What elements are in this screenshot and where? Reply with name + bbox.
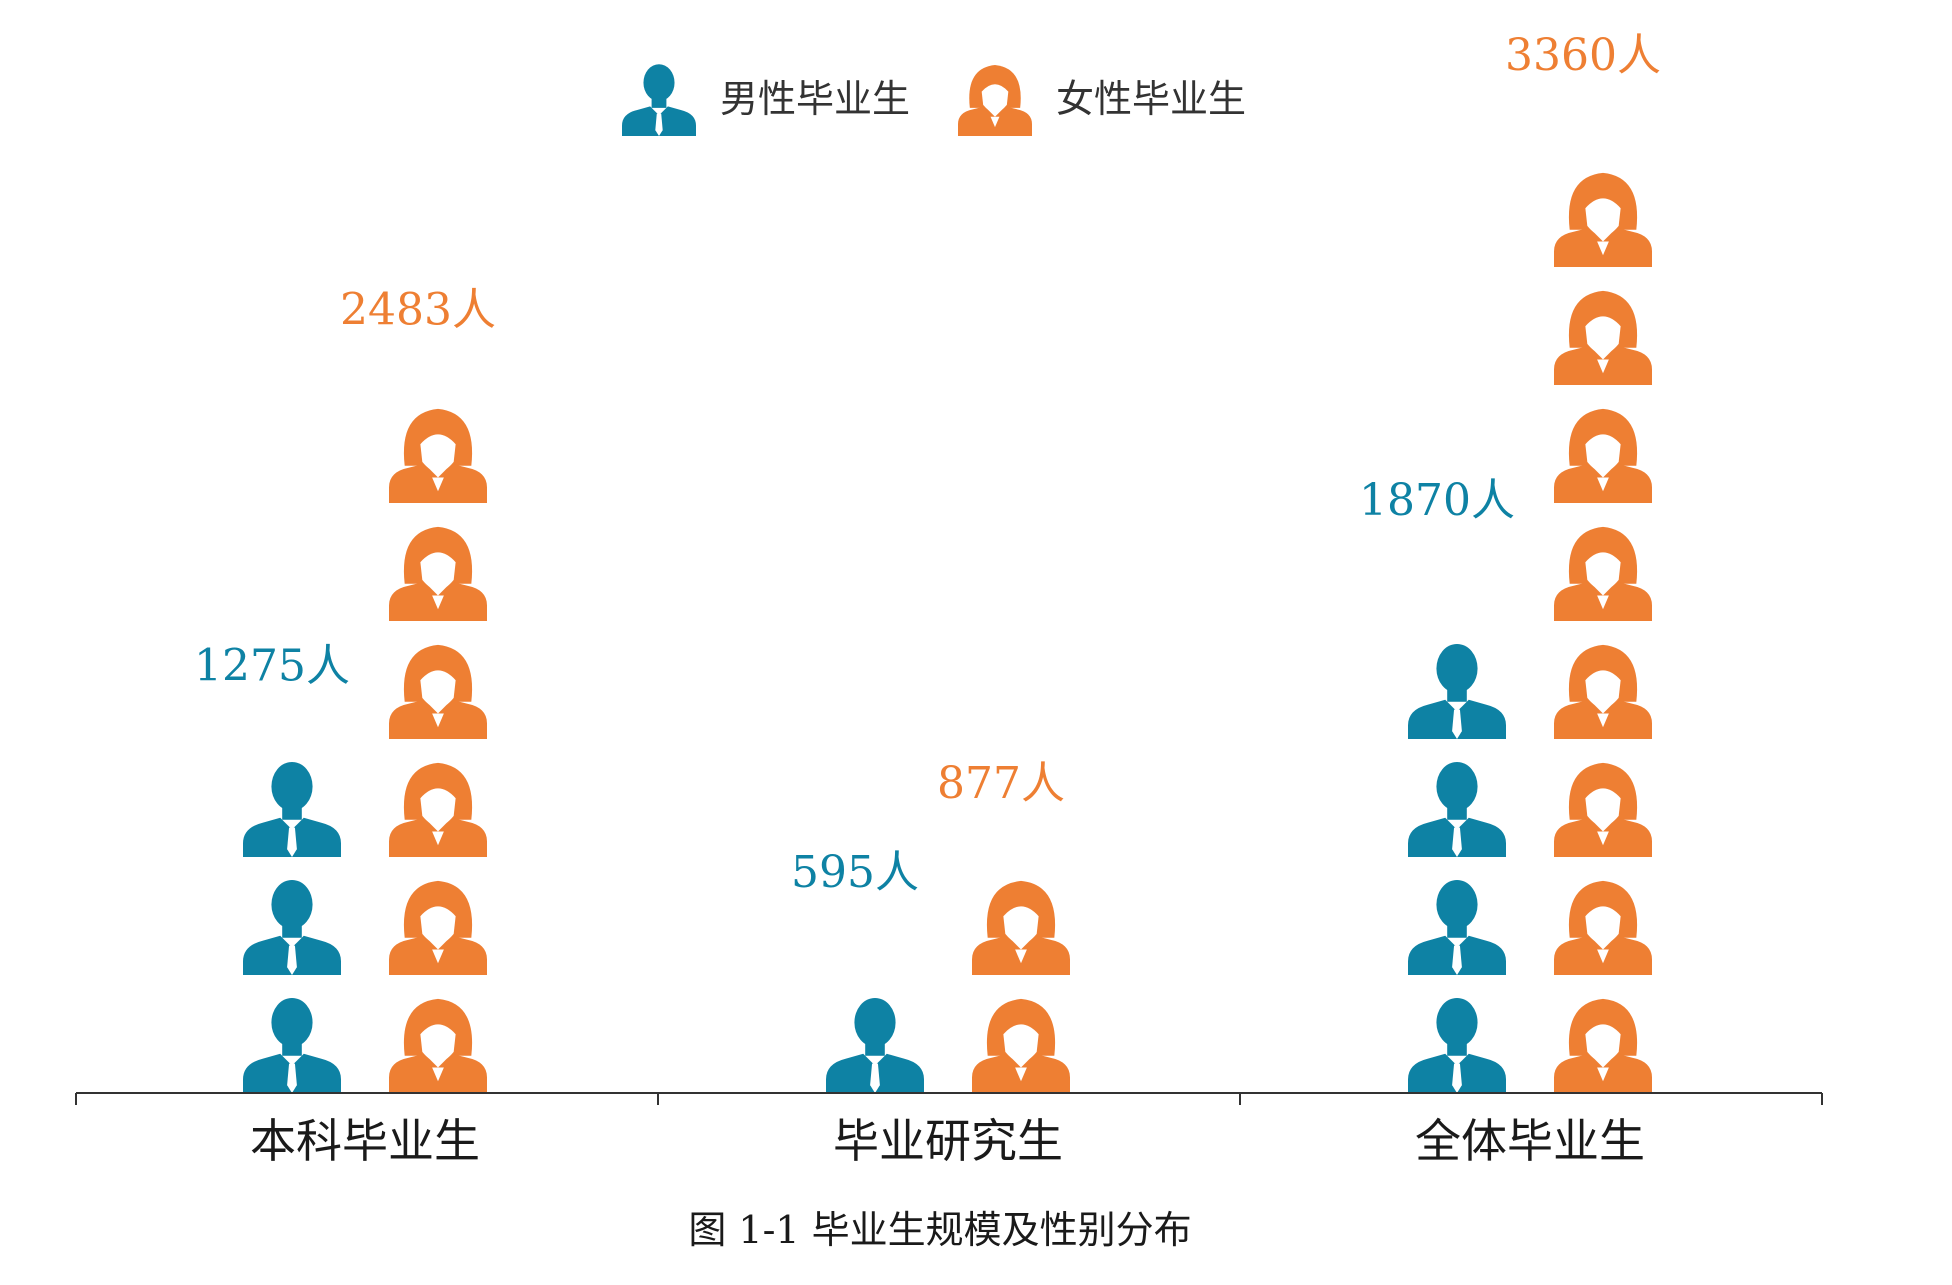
male-person-icon	[243, 879, 341, 975]
value-label: 1870人	[1359, 475, 1515, 526]
legend-label-male: 男性毕业生	[720, 77, 910, 121]
female-person-icon	[389, 880, 487, 975]
male-person-icon	[243, 761, 341, 857]
value-label: 877人	[937, 758, 1065, 809]
value-label: 2483人	[340, 285, 496, 336]
male-person-icon	[1408, 761, 1506, 857]
female-person-icon	[1554, 408, 1652, 503]
male-person-icon	[622, 64, 696, 136]
pictograph-bar	[1554, 109, 1652, 1093]
female-person-icon	[1554, 762, 1652, 857]
male-person-icon	[1408, 879, 1506, 975]
female-person-icon	[1554, 526, 1652, 621]
male-person-icon	[243, 997, 341, 1093]
legend-label-female: 女性毕业生	[1056, 77, 1246, 121]
male-person-icon	[1408, 643, 1506, 739]
pictograph-bar	[243, 720, 341, 1093]
female-person-icon	[1554, 644, 1652, 739]
female-person-icon	[389, 644, 487, 739]
category-label: 全体毕业生	[1415, 1114, 1645, 1168]
x-axis: 本科毕业生 毕业研究生 全体毕业生	[75, 1092, 1823, 1168]
legend-item-female: 女性毕业生	[958, 64, 1246, 136]
female-person-icon	[1554, 290, 1652, 385]
female-person-icon	[389, 408, 487, 503]
female-person-icon	[389, 526, 487, 621]
category-label: 本科毕业生	[250, 1114, 480, 1168]
female-person-icon	[958, 64, 1032, 136]
pictograph-bar	[972, 838, 1070, 1093]
female-person-icon	[389, 998, 487, 1093]
figure-caption: 图 1-1 毕业生规模及性别分布	[688, 1208, 1191, 1252]
plot-area: 1275人 595人 1870人 2483人 877人 3360人	[194, 30, 1661, 1093]
male-person-icon	[1408, 997, 1506, 1093]
female-person-icon	[972, 998, 1070, 1093]
value-label: 595人	[791, 847, 919, 898]
pictograph-bar	[389, 364, 487, 1093]
pictograph-bar	[1408, 554, 1506, 1093]
female-person-icon	[972, 880, 1070, 975]
category-label: 毕业研究生	[833, 1114, 1063, 1168]
female-person-icon	[1554, 172, 1652, 267]
female-person-icon	[1554, 998, 1652, 1093]
male-person-icon-partial	[1408, 554, 1506, 621]
female-person-icon	[389, 762, 487, 857]
female-person-icon	[1554, 880, 1652, 975]
pictograph-bar	[826, 927, 924, 1093]
legend-item-male: 男性毕业生	[622, 64, 910, 136]
male-person-icon	[826, 997, 924, 1093]
value-label: 3360人	[1505, 30, 1661, 81]
legend: 男性毕业生 女性毕业生	[622, 64, 1246, 136]
value-label: 1275人	[194, 641, 350, 692]
